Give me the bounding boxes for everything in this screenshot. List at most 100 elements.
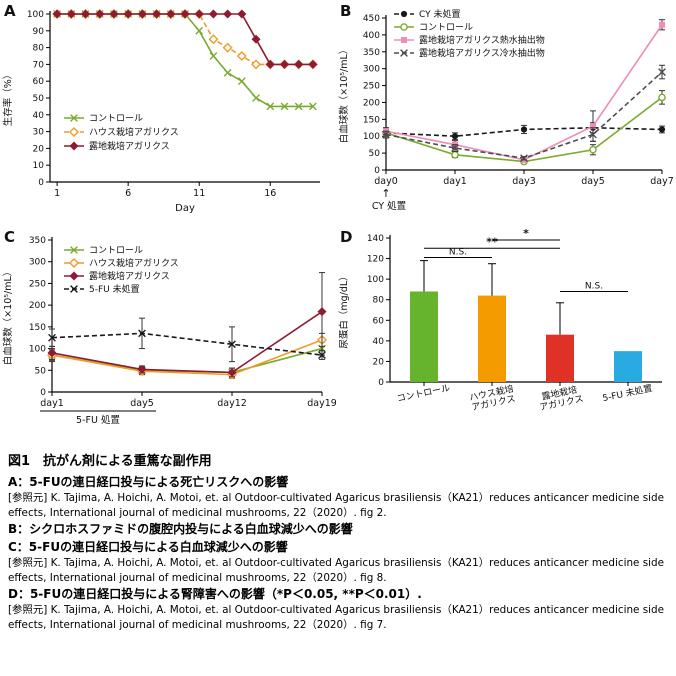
legend-label: コントロール xyxy=(89,246,143,256)
panel-letter: C xyxy=(4,228,15,246)
bar-1 xyxy=(478,295,506,382)
axes: 0 50 100 150 200 250 300 350 400 450 白血球数（×10⁵/mL）… xyxy=(338,14,674,187)
svg-text:150: 150 xyxy=(29,323,46,333)
bar-2 xyxy=(546,334,574,382)
y-axis-label: 尿蛋白（mg/dL） xyxy=(338,271,350,348)
axis-annotation: 5-FU 処置 xyxy=(40,410,156,426)
chart-grid: 0 10 20 30 40 50 60 70 80 90 100 生存率（%） 1 6 11 16 Day A コン… xyxy=(2,2,674,426)
legend-label: コントロール xyxy=(419,23,473,33)
svg-text:140: 140 xyxy=(367,234,384,244)
svg-text:day19: day19 xyxy=(307,398,336,409)
panel-letter: A xyxy=(4,2,16,20)
significance-label: N.S. xyxy=(585,281,603,291)
caption-heading: D：5-FUの連日経口投与による腎障害への影響（*P＜0.05, **P＜0.0… xyxy=(8,587,422,602)
chart-d-urine-protein: 0 20 40 60 80 100 120 140 尿蛋白（mg/dL） D コントロール ハウス栽培… xyxy=(338,227,662,413)
svg-text:day3: day3 xyxy=(512,176,536,187)
significance-label: N.S. xyxy=(449,248,467,258)
svg-text:150: 150 xyxy=(363,115,380,125)
svg-text:100: 100 xyxy=(27,10,44,20)
svg-text:100: 100 xyxy=(29,345,46,355)
figure-1: 0 10 20 30 40 50 60 70 80 90 100 生存率（%） 1 6 11 16 Day A コン… xyxy=(0,2,676,632)
svg-text:60: 60 xyxy=(33,77,45,87)
axes: 0 50 100 150 200 250 300 350 白血球数（×10⁵/mL） day1 da… xyxy=(2,236,336,409)
legend-label: 露地栽培アガリクス xyxy=(89,140,170,152)
series-2 xyxy=(52,9,318,69)
svg-text:11: 11 xyxy=(193,188,205,199)
legend-label: 露地栽培アガリクス熱水抽出物 xyxy=(419,34,545,46)
svg-text:CY 処置: CY 処置 xyxy=(372,200,406,212)
svg-text:10: 10 xyxy=(33,161,45,171)
significance-label: * xyxy=(523,227,529,240)
caption-reference: [参照元] K. Tajima, A. Hoichi, A. Motoi, et… xyxy=(8,604,665,631)
svg-text:day1: day1 xyxy=(40,398,64,409)
svg-text:80: 80 xyxy=(33,44,45,54)
caption-lines: A：5-FUの連日経口投与による死亡リスクへの影響 [参照元] K. Tajima… xyxy=(8,473,666,632)
caption-heading: C：5-FUの連日経口投与による白血球減少への影響 xyxy=(8,540,288,555)
series-3 xyxy=(48,317,326,363)
svg-text:1: 1 xyxy=(54,188,60,199)
significance-label: ** xyxy=(486,235,498,248)
svg-text:250: 250 xyxy=(29,279,46,289)
svg-text:day5: day5 xyxy=(581,176,605,187)
svg-text:16: 16 xyxy=(264,188,276,199)
svg-text:300: 300 xyxy=(29,258,46,268)
svg-text:200: 200 xyxy=(29,301,46,311)
svg-text:30: 30 xyxy=(33,128,45,138)
legend-label: 5-FU 未処置 xyxy=(89,283,140,295)
svg-text:20: 20 xyxy=(33,144,45,154)
svg-text:0: 0 xyxy=(40,388,46,398)
chart-c-leukocyte-5fu: 0 50 100 150 200 250 300 350 白血球数（×10⁵/mL） day1 da… xyxy=(2,228,336,426)
caption-heading: A：5-FUの連日経口投与による死亡リスクへの影響 xyxy=(8,475,289,489)
legend-label: 露地栽培アガリクス冷水抽出物 xyxy=(419,47,545,59)
treatment-arrow-icon: ↑ xyxy=(381,187,390,200)
series-0 xyxy=(53,10,317,111)
svg-text:400: 400 xyxy=(363,31,380,41)
svg-text:80: 80 xyxy=(373,296,385,306)
panel-letter: B xyxy=(340,2,351,20)
svg-text:day1: day1 xyxy=(443,176,467,187)
svg-text:50: 50 xyxy=(369,149,381,159)
series-3 xyxy=(382,64,666,163)
bars xyxy=(410,260,642,382)
axis-annotation: ↑CY 処置 xyxy=(372,187,406,212)
svg-text:day5: day5 xyxy=(130,398,154,409)
bar-0 xyxy=(410,291,438,382)
svg-text:5-FU 未処置: 5-FU 未処置 xyxy=(601,382,653,404)
svg-text:450: 450 xyxy=(363,14,380,24)
svg-text:5-FU 処置: 5-FU 処置 xyxy=(76,414,120,426)
svg-text:70: 70 xyxy=(33,60,45,70)
figure-title: 図1 抗がん剤による重篤な副作用 xyxy=(8,454,212,469)
caption-reference: [参照元] K. Tajima, A. Hoichi, A. Motoi, et… xyxy=(8,557,665,584)
svg-text:250: 250 xyxy=(363,82,380,92)
svg-text:100: 100 xyxy=(363,132,380,142)
series-0 xyxy=(382,122,666,141)
legend-label: ハウス栽培アガリクス xyxy=(89,126,179,138)
legend-label: 露地栽培アガリクス xyxy=(89,270,170,282)
significance-brackets: N.S.***N.S. xyxy=(424,227,628,292)
svg-text:350: 350 xyxy=(29,236,46,246)
svg-text:0: 0 xyxy=(38,178,44,188)
y-axis-label: 白血球数（×10⁵/mL） xyxy=(338,45,350,144)
svg-text:50: 50 xyxy=(33,94,45,104)
legend-label: コントロール xyxy=(89,114,143,124)
svg-text:6: 6 xyxy=(125,188,131,199)
series-1 xyxy=(52,9,318,70)
svg-text:350: 350 xyxy=(363,48,380,58)
svg-text:90: 90 xyxy=(33,27,45,37)
bar-3 xyxy=(614,351,642,382)
svg-text:0: 0 xyxy=(378,378,384,388)
y-axis-label: 白血球数（×10⁵/mL） xyxy=(2,267,14,366)
svg-text:40: 40 xyxy=(33,111,45,121)
caption-heading: B：シクロホスファミドの腹腔内投与による白血球減少への影響 xyxy=(8,522,353,537)
y-axis-label: 生存率（%） xyxy=(2,70,14,127)
svg-text:300: 300 xyxy=(363,65,380,75)
legend-label: CY 未処置 xyxy=(419,8,461,20)
svg-text:20: 20 xyxy=(373,357,385,367)
caption-block: 図1 抗がん剤による重篤な副作用 A：5-FUの連日経口投与による死亡リスクへの… xyxy=(0,444,676,632)
panel-letter: D xyxy=(340,228,352,246)
svg-text:100: 100 xyxy=(367,275,384,285)
